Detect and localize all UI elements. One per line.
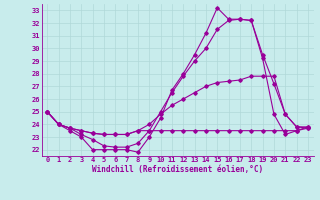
X-axis label: Windchill (Refroidissement éolien,°C): Windchill (Refroidissement éolien,°C) bbox=[92, 165, 263, 174]
